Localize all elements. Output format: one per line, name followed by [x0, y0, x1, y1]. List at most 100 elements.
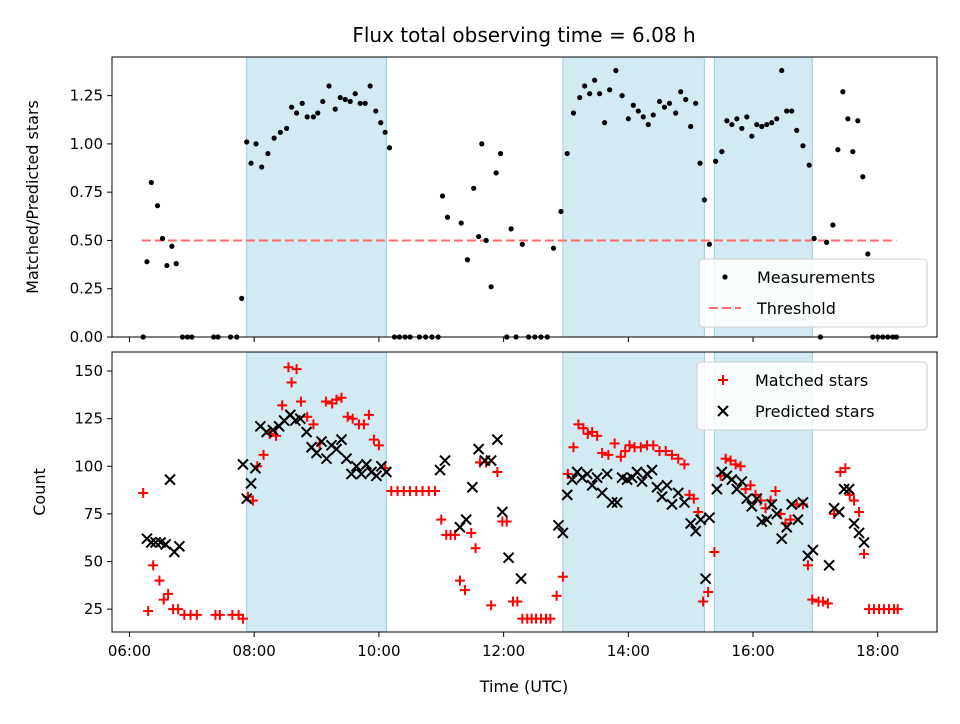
predicted-point	[771, 508, 783, 520]
matched-point	[501, 516, 512, 527]
matched-point	[735, 461, 746, 472]
measurement-point	[362, 100, 368, 106]
measurement-point	[342, 96, 348, 103]
matched-point	[320, 396, 331, 407]
measurement-point	[744, 114, 750, 120]
measurement-point	[558, 208, 564, 215]
matched-point	[854, 507, 865, 517]
measurement-point	[265, 150, 271, 157]
predicted-point	[149, 536, 162, 549]
predicted-point	[792, 513, 804, 526]
measurement-point	[337, 94, 343, 101]
predicted-point	[838, 483, 850, 495]
matched-point	[373, 440, 384, 451]
predicted-point	[711, 483, 723, 495]
measurement-point	[253, 141, 259, 147]
matched-point	[592, 430, 603, 441]
measurement-point	[706, 241, 712, 247]
measurement-point	[320, 98, 326, 105]
predicted-point	[294, 412, 307, 425]
predicted-point	[370, 470, 383, 482]
measurement-point	[259, 164, 265, 170]
x-tick-label: 14:00	[607, 642, 650, 660]
matched-point	[615, 451, 626, 462]
measurement-point	[759, 123, 765, 130]
matched-point	[648, 440, 659, 451]
matched-point	[143, 606, 154, 617]
matched-point	[291, 364, 302, 375]
count-legend: Matched stars Predicted stars	[696, 361, 928, 431]
predicted-point	[237, 458, 249, 471]
predicted-point	[646, 464, 658, 476]
measurement-point	[382, 129, 388, 135]
predicted-point	[340, 452, 353, 465]
measurement-point	[713, 158, 719, 164]
predicted-point	[360, 458, 373, 471]
predicted-point	[684, 517, 697, 530]
matched-point	[859, 548, 870, 559]
predicted-point	[699, 572, 712, 585]
predicted-point	[260, 426, 273, 438]
predicted-point	[472, 443, 485, 455]
measurement-point	[564, 150, 570, 157]
predicted-point	[491, 433, 504, 446]
predicted-point	[460, 513, 472, 526]
matched-point	[336, 392, 347, 403]
measurement-point	[582, 83, 588, 89]
predicted-point	[552, 519, 565, 532]
matched-point	[237, 613, 248, 624]
measurement-point	[630, 102, 636, 108]
measurement-point	[288, 104, 295, 110]
measurement-point	[248, 160, 254, 166]
count-axes-frame	[111, 351, 938, 633]
ratio-legend: Measurements Threshold	[698, 258, 928, 328]
predicted-point	[249, 462, 262, 474]
matched-point	[286, 377, 297, 388]
matched-point	[545, 613, 556, 624]
matched-point	[302, 411, 313, 422]
matched-point	[635, 442, 646, 453]
predicted-point	[678, 496, 691, 509]
measurement-point	[830, 222, 836, 228]
measurement-point	[697, 160, 703, 166]
legend-label: Matched stars	[755, 371, 868, 390]
measurement-point	[845, 116, 851, 122]
matched-point	[163, 588, 174, 599]
legend-label: Threshold	[756, 299, 836, 318]
y-tick-label: 150	[74, 362, 103, 380]
measurement-point	[855, 118, 861, 124]
measurement-point	[444, 214, 451, 220]
predicted-point	[858, 536, 870, 549]
matched-point	[703, 587, 714, 597]
measurement-point	[483, 237, 489, 244]
measurement-point	[688, 123, 694, 130]
matched-point	[698, 596, 709, 607]
y-tick-label: 0.25	[70, 280, 103, 298]
matched-point	[609, 438, 620, 449]
count-x-ticks: 06:00 08:00 10:00 12:00 14:00 16:00 18:00	[108, 632, 899, 660]
measurement-point	[570, 110, 577, 116]
matched-point	[666, 449, 677, 460]
predicted-point	[666, 498, 678, 511]
matched-point	[620, 446, 631, 457]
predicted-point	[766, 498, 778, 511]
measurement-point	[310, 114, 317, 120]
measurement-point	[602, 120, 608, 126]
predicted-point	[245, 477, 257, 490]
matched-point	[745, 480, 756, 491]
matched-point	[603, 449, 614, 460]
matched-point	[557, 571, 568, 582]
matched-point	[807, 594, 818, 605]
predicted-point	[566, 473, 578, 486]
measurement-point	[769, 120, 775, 126]
x-axis-label: Time (UTC)	[479, 677, 568, 696]
predicted-point	[797, 496, 809, 509]
x-tick-label: 12:00	[482, 642, 525, 660]
count-y-label: Count	[30, 468, 49, 516]
measurement-point	[656, 98, 663, 105]
predicted-point	[330, 443, 343, 455]
matched-point	[562, 468, 573, 479]
measurement-point	[850, 149, 856, 155]
matched-point	[693, 507, 704, 517]
predicted-point	[496, 506, 509, 518]
